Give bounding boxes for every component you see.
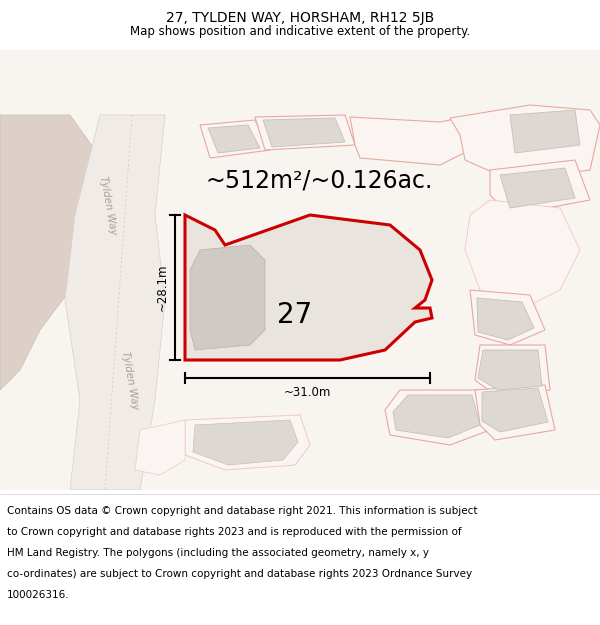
- Polygon shape: [475, 385, 555, 440]
- Polygon shape: [263, 118, 345, 147]
- Polygon shape: [465, 200, 580, 310]
- Text: 100026316.: 100026316.: [7, 590, 70, 600]
- Polygon shape: [482, 388, 548, 432]
- Text: HM Land Registry. The polygons (including the associated geometry, namely x, y: HM Land Registry. The polygons (includin…: [7, 548, 429, 558]
- Text: Tylden Way: Tylden Way: [120, 350, 140, 410]
- Text: to Crown copyright and database rights 2023 and is reproduced with the permissio: to Crown copyright and database rights 2…: [7, 527, 462, 537]
- Text: 27: 27: [277, 301, 313, 329]
- Polygon shape: [470, 290, 545, 345]
- Polygon shape: [500, 168, 575, 208]
- Text: Contains OS data © Crown copyright and database right 2021. This information is : Contains OS data © Crown copyright and d…: [7, 506, 478, 516]
- Text: Map shows position and indicative extent of the property.: Map shows position and indicative extent…: [130, 24, 470, 38]
- Text: co-ordinates) are subject to Crown copyright and database rights 2023 Ordnance S: co-ordinates) are subject to Crown copyr…: [7, 569, 472, 579]
- Text: ~512m²/~0.126ac.: ~512m²/~0.126ac.: [205, 168, 433, 192]
- Text: 27, TYLDEN WAY, HORSHAM, RH12 5JB: 27, TYLDEN WAY, HORSHAM, RH12 5JB: [166, 11, 434, 25]
- Text: ~28.1m: ~28.1m: [155, 264, 169, 311]
- Polygon shape: [477, 298, 534, 340]
- Polygon shape: [208, 125, 260, 153]
- Polygon shape: [135, 420, 185, 475]
- Polygon shape: [350, 117, 470, 165]
- Polygon shape: [393, 395, 480, 438]
- Polygon shape: [490, 160, 590, 215]
- Polygon shape: [185, 215, 432, 360]
- Polygon shape: [478, 350, 542, 390]
- Polygon shape: [385, 390, 490, 445]
- Polygon shape: [193, 420, 298, 465]
- Polygon shape: [255, 115, 355, 150]
- Polygon shape: [450, 105, 600, 180]
- Polygon shape: [190, 245, 265, 350]
- Polygon shape: [475, 345, 550, 395]
- Polygon shape: [65, 115, 165, 490]
- Text: ~31.0m: ~31.0m: [284, 386, 331, 399]
- Polygon shape: [510, 110, 580, 153]
- Polygon shape: [185, 415, 310, 470]
- Polygon shape: [0, 115, 115, 390]
- Polygon shape: [200, 120, 270, 158]
- Text: Tylden Way: Tylden Way: [98, 175, 118, 235]
